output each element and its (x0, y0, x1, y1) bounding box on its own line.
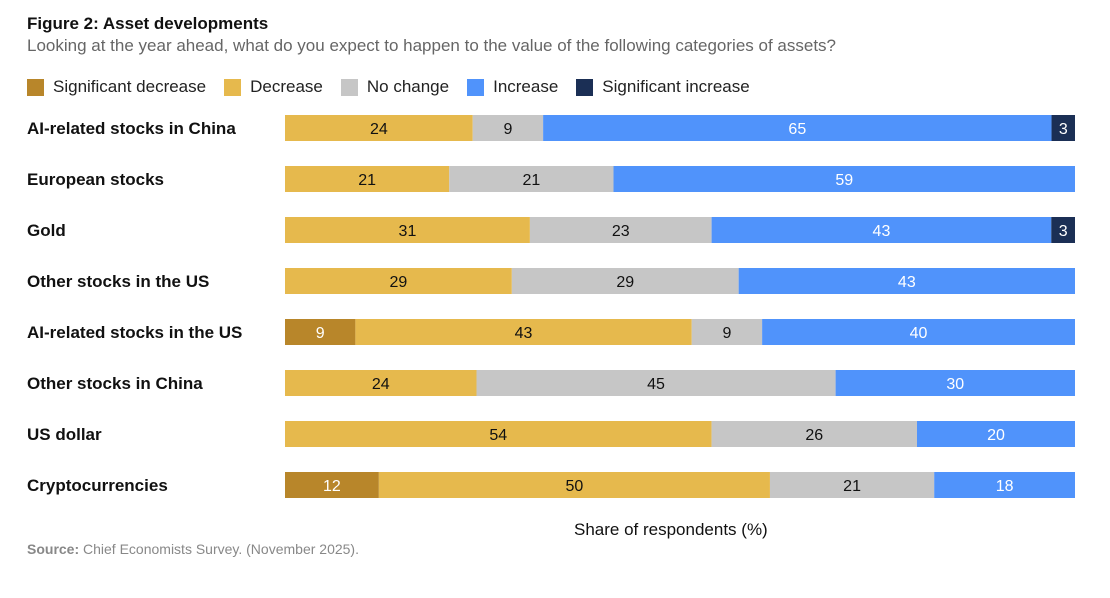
category-label: AI-related stocks in China (27, 119, 236, 138)
category-label: Other stocks in China (27, 374, 203, 393)
category-label: AI-related stocks in the US (27, 323, 242, 342)
bar-segment (543, 115, 1052, 141)
bar-segment (511, 268, 739, 294)
legend-label: Significant decrease (53, 77, 207, 96)
category-label: Gold (27, 221, 66, 240)
data-label: 65 (788, 121, 806, 138)
bar-segment (476, 370, 836, 396)
bar-segment (917, 421, 1075, 447)
data-label: 45 (647, 376, 665, 393)
data-label: 50 (566, 478, 584, 495)
legend-item: Decrease (224, 77, 323, 97)
chart-title: Figure 2: Asset developments (27, 14, 269, 33)
bar-segment (285, 472, 379, 498)
bar-segment (285, 370, 477, 396)
data-label: 9 (722, 325, 731, 342)
data-label: 29 (390, 274, 408, 291)
bar-segment (378, 472, 770, 498)
data-label: 43 (898, 274, 916, 291)
bar-segment (285, 217, 530, 243)
bar-segment (529, 217, 712, 243)
bar-segment (769, 472, 935, 498)
data-label: 24 (372, 376, 390, 393)
data-label: 24 (370, 121, 388, 138)
legend-item: Significant decrease (27, 77, 206, 97)
bar-segment (285, 421, 712, 447)
legend-swatch (27, 78, 44, 96)
bar-segment (762, 319, 1075, 345)
bar-segment (285, 268, 512, 294)
data-label: 21 (522, 172, 540, 189)
bar-segment (1051, 115, 1075, 141)
legend-item: Significant increase (576, 77, 750, 97)
bar-segment (691, 319, 763, 345)
bar-segment (472, 115, 544, 141)
source-label: Source: (27, 541, 80, 557)
data-label: 23 (612, 223, 630, 240)
source-note: Source: Chief Economists Survey. (Novemb… (27, 541, 359, 557)
data-label: 3 (1059, 223, 1068, 240)
category-label: Other stocks in the US (27, 272, 209, 291)
data-label: 9 (503, 121, 512, 138)
data-label: 9 (316, 325, 325, 342)
bar-segment (285, 166, 450, 192)
bar-segment (285, 115, 473, 141)
data-label: 21 (358, 172, 376, 189)
data-label: 20 (987, 427, 1005, 444)
data-label: 12 (323, 478, 341, 495)
data-label: 31 (399, 223, 417, 240)
category-label: European stocks (27, 170, 164, 189)
data-label: 43 (515, 325, 533, 342)
legend-label: Decrease (250, 77, 323, 96)
legend: Significant decrease Decrease No change Inc… (27, 77, 768, 97)
x-axis-label: Share of respondents (%) (574, 520, 768, 539)
bar-segment (449, 166, 614, 192)
bar-segment (711, 421, 917, 447)
category-label: Cryptocurrencies (27, 476, 168, 495)
data-label: 54 (489, 427, 507, 444)
data-label: 21 (843, 478, 861, 495)
bar-segment (355, 319, 692, 345)
data-label: 3 (1059, 121, 1068, 138)
data-label: 59 (835, 172, 853, 189)
bar-segment (1051, 217, 1075, 243)
data-label: 43 (873, 223, 891, 240)
source-text: Chief Economists Survey. (November 2025)… (79, 541, 359, 557)
bar-segment (285, 319, 356, 345)
bar-segment (738, 268, 1075, 294)
category-label: US dollar (27, 425, 102, 444)
bar-segment (711, 217, 1052, 243)
bar-segment (613, 166, 1075, 192)
data-label: 29 (616, 274, 634, 291)
legend-label: No change (366, 77, 450, 96)
legend-swatch (224, 78, 242, 96)
bar-segment (835, 370, 1075, 396)
legend-item: Increase (467, 77, 558, 97)
legend-label: Significant increase (602, 77, 750, 96)
data-label: 30 (946, 376, 964, 393)
data-label: 26 (805, 427, 823, 444)
bar-segment (934, 472, 1075, 498)
data-label: 18 (996, 478, 1014, 495)
legend-item: No change (340, 77, 450, 97)
legend-swatch (340, 78, 358, 96)
legend-label: Increase (493, 77, 559, 96)
data-label: 40 (910, 325, 928, 342)
chart-subtitle: Looking at the year ahead, what do you e… (27, 36, 836, 55)
legend-swatch (576, 78, 594, 96)
legend-swatch (467, 78, 485, 96)
